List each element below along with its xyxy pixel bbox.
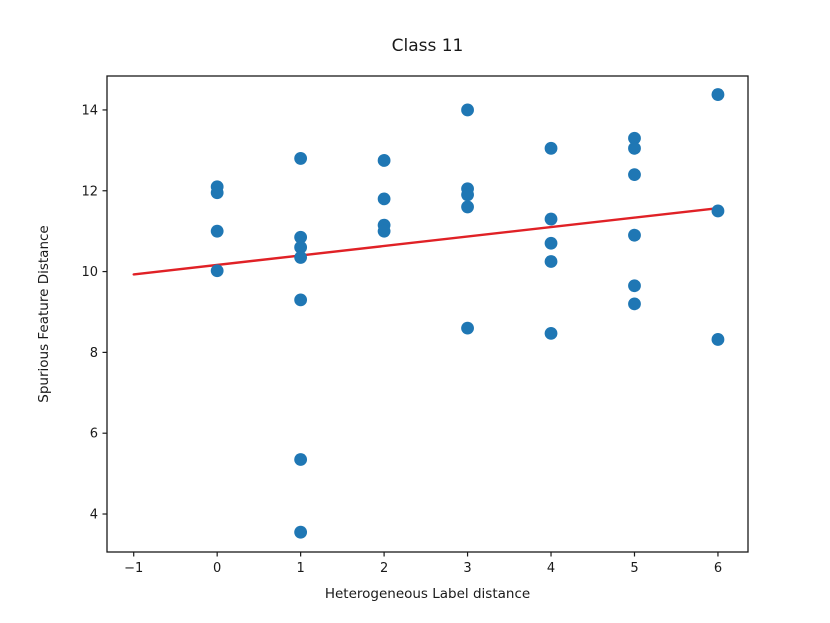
data-point	[294, 293, 308, 307]
data-point	[628, 279, 641, 293]
x-tick-label: 5	[630, 561, 638, 576]
data-point	[628, 228, 641, 242]
data-point	[210, 186, 224, 200]
data-point	[377, 192, 391, 206]
data-point	[544, 141, 558, 155]
data-point	[628, 131, 641, 145]
data-point	[544, 212, 558, 226]
data-point	[294, 453, 308, 466]
y-tick-label: 4	[90, 508, 98, 523]
data-point	[544, 326, 558, 340]
data-point	[210, 264, 224, 278]
y-tick-label: 8	[90, 346, 98, 361]
plot-border	[106, 75, 749, 553]
data-point	[210, 224, 224, 238]
y-tick-label: 12	[81, 184, 98, 199]
data-point	[544, 236, 558, 250]
x-tick-label: 1	[296, 561, 304, 576]
data-point	[461, 188, 474, 202]
data-point	[461, 321, 474, 335]
x-tick-label: 0	[213, 561, 221, 576]
y-tick-label: 10	[81, 265, 98, 280]
data-point	[711, 333, 725, 346]
data-point	[711, 88, 725, 101]
data-point	[294, 240, 308, 254]
data-point	[628, 168, 641, 181]
data-point	[544, 255, 558, 268]
data-point	[377, 224, 391, 238]
data-point	[294, 152, 308, 165]
data-point	[294, 525, 308, 539]
data-point	[461, 103, 474, 117]
y-axis-label: Spurious Feature Distance	[36, 225, 52, 403]
y-tick-label: 14	[81, 103, 98, 118]
y-tick-label: 6	[90, 427, 98, 442]
data-point	[377, 154, 391, 167]
x-tick-label: 2	[380, 561, 388, 576]
x-tick-label: −1	[124, 561, 143, 576]
data-point	[628, 297, 641, 311]
data-point	[294, 230, 308, 244]
trend-line	[132, 206, 720, 276]
data-point	[628, 141, 641, 155]
x-tick-label: 3	[463, 561, 471, 576]
data-point	[461, 200, 474, 214]
data-point	[294, 251, 308, 264]
chart-title: Class 11	[391, 36, 464, 56]
data-point	[711, 204, 725, 218]
x-axis-label: Heterogeneous Label distance	[324, 586, 531, 602]
x-tick-label: 6	[714, 561, 722, 576]
x-tick-label: 4	[547, 561, 555, 576]
